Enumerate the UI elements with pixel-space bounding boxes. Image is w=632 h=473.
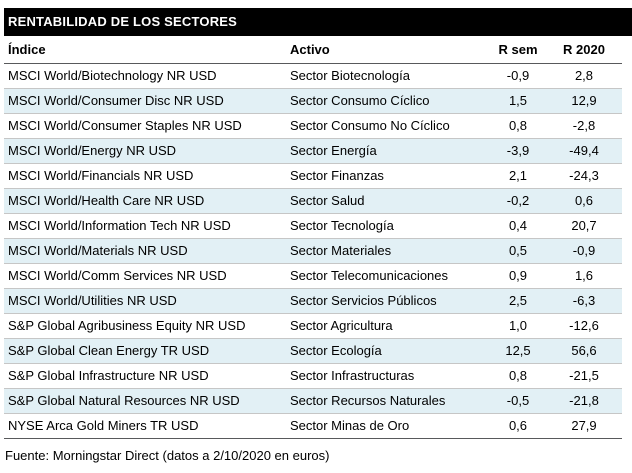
r-sem-cell: 1,5: [490, 87, 546, 113]
r-2020-cell: -21,5: [546, 362, 622, 388]
r-sem-cell: -3,9: [490, 137, 546, 163]
index-cell: S&P Global Natural Resources NR USD: [4, 387, 290, 413]
r-2020-cell: -12,6: [546, 312, 622, 338]
index-cell: MSCI World/Biotechnology NR USD: [8, 68, 217, 83]
index-cell: MSCI World/Utilities NR USD: [4, 287, 290, 313]
r-sem-cell: 0,8: [490, 362, 546, 388]
table-row: S&P Global Agribusiness Equity NR USD Sec…: [4, 312, 622, 338]
header-row: Índice Activo R sem R 2020: [4, 36, 622, 64]
table-row: S&P Global Infrastructure NR USD Sector I…: [4, 362, 622, 388]
table-header: Índice Activo R sem R 2020: [4, 36, 622, 64]
r-sem-cell: 0,9: [490, 262, 546, 288]
activo-cell: Sector Salud: [290, 187, 490, 213]
activo-cell: Sector Recursos Naturales: [290, 387, 490, 413]
r-sem-cell: 12,5: [490, 337, 546, 363]
r-2020-cell: 27,9: [546, 412, 622, 438]
r-sem-cell: 2,5: [490, 287, 546, 313]
index-cell: MSCI World/Comm Services NR USD: [4, 262, 290, 288]
index-cell: NYSE Arca Gold Miners TR USD: [4, 412, 290, 438]
index-cell: MSCI World/Energy NR USD: [4, 137, 290, 163]
index-cell: S&P Global Agribusiness Equity NR USD: [4, 312, 290, 338]
r-2020-cell: -24,3: [546, 162, 622, 188]
r-2020-cell: -49,4: [546, 137, 622, 163]
r-2020-cell: -0,9: [546, 237, 622, 263]
table-row: S&P Global Clean Energy TR USD Sector Eco…: [4, 337, 622, 363]
index-cell: MSCI World/Consumer Disc NR USD: [4, 87, 290, 113]
source-note: Fuente: Morningstar Direct (datos a 2/10…: [5, 447, 330, 463]
r-sem-cell: 0,8: [490, 112, 546, 138]
column-header-activo: Activo: [290, 36, 490, 64]
r-2020-cell: 2,8: [574, 68, 594, 83]
table-row: MSCI World/Financials NR USD Sector Finan…: [4, 162, 622, 188]
r-sem-cell: -0,2: [490, 187, 546, 213]
r-sem-cell: 0,4: [490, 212, 546, 238]
activo-cell: Sector Telecomunicaciones: [290, 262, 490, 288]
table-row: MSCI World/Health Care NR USD Sector Salu…: [4, 187, 622, 213]
r-sem-cell: -0,9: [506, 68, 530, 83]
table-row: MSCI World/Consumer Disc NR USD Sector Co…: [4, 87, 622, 113]
table-row: MSCI World/Consumer Staples NR USD Sector…: [4, 112, 622, 138]
index-cell: MSCI World/Information Tech NR USD: [4, 212, 290, 238]
table-row: NYSE Arca Gold Miners TR USD Sector Minas…: [4, 412, 622, 438]
r-2020-cell: 1,6: [546, 262, 622, 288]
sector-returns-table: RENTABILIDAD DE LOS SECTORES Índice Acti…: [4, 8, 632, 463]
activo-cell: Sector Minas de Oro: [290, 412, 490, 438]
r-2020-cell: 56,6: [546, 337, 622, 363]
r-sem-cell: 0,5: [490, 237, 546, 263]
activo-cell: Sector Biotecnología: [290, 68, 410, 83]
activo-cell: Sector Consumo Cíclico: [290, 87, 490, 113]
r-sem-cell: 1,0: [490, 312, 546, 338]
activo-cell: Sector Energía: [290, 137, 490, 163]
activo-cell: Sector Finanzas: [290, 162, 490, 188]
r-2020-cell: 0,6: [546, 187, 622, 213]
column-header-r-sem: R sem: [490, 36, 546, 64]
activo-cell: Sector Tecnología: [290, 212, 490, 238]
r-2020-cell: -2,8: [546, 112, 622, 138]
returns-table: Índice Activo R sem R 2020 MSCI World/Bi…: [4, 36, 622, 439]
r-sem-cell: 0,6: [490, 412, 546, 438]
table-row: S&P Global Natural Resources NR USD Secto…: [4, 387, 622, 413]
index-cell: MSCI World/Financials NR USD: [4, 162, 290, 188]
table-row: MSCI World/Biotechnology NR USD Sector Bi…: [4, 63, 622, 88]
table-row: MSCI World/Comm Services NR USD Sector Te…: [4, 262, 622, 288]
index-cell: S&P Global Clean Energy TR USD: [4, 337, 290, 363]
activo-cell: Sector Consumo No Cíclico: [290, 112, 490, 138]
column-header-indice: Índice: [4, 36, 290, 64]
table-row: MSCI World/Information Tech NR USD Sector…: [4, 212, 622, 238]
table-row: MSCI World/Materials NR USD Sector Materi…: [4, 237, 622, 263]
activo-cell: Sector Ecología: [290, 337, 490, 363]
activo-cell: Sector Infrastructuras: [290, 362, 490, 388]
activo-cell: Sector Servicios Públicos: [290, 287, 490, 313]
index-cell: MSCI World/Health Care NR USD: [4, 187, 290, 213]
table-row: MSCI World/Energy NR USD Sector Energía -3…: [4, 137, 622, 163]
column-header-r-2020: R 2020: [546, 36, 622, 64]
table-row: MSCI World/Utilities NR USD Sector Servic…: [4, 287, 622, 313]
r-sem-cell: -0,5: [490, 387, 546, 413]
r-sem-cell: 2,1: [490, 162, 546, 188]
table-title-bar: RENTABILIDAD DE LOS SECTORES: [4, 8, 632, 36]
r-2020-cell: 20,7: [546, 212, 622, 238]
activo-cell: Sector Agricultura: [290, 312, 490, 338]
activo-cell: Sector Materiales: [290, 237, 490, 263]
index-cell: MSCI World/Consumer Staples NR USD: [4, 112, 290, 138]
index-cell: S&P Global Infrastructure NR USD: [4, 362, 290, 388]
table-body: MSCI World/Biotechnology NR USD Sector Bi…: [4, 63, 622, 438]
r-2020-cell: -21,8: [546, 387, 622, 413]
index-cell: MSCI World/Materials NR USD: [4, 237, 290, 263]
table-title: RENTABILIDAD DE LOS SECTORES: [8, 14, 238, 29]
r-2020-cell: -6,3: [546, 287, 622, 313]
r-2020-cell: 12,9: [546, 87, 622, 113]
